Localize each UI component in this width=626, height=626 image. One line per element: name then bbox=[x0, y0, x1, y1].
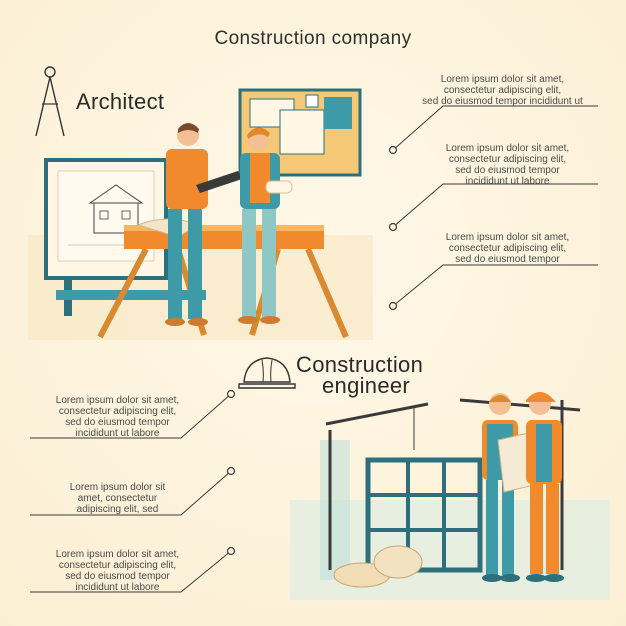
text-line: consectetur adipiscing elit, bbox=[58, 560, 177, 571]
page-title: Construction company bbox=[214, 28, 412, 49]
text-line: sed do eiusmod tempor bbox=[65, 417, 170, 428]
text-line: Lorem ipsum dolor sit amet, bbox=[55, 395, 180, 406]
text-line: consectetur adipiscing elit, bbox=[448, 243, 567, 254]
engineer-text-3: Lorem ipsum dolor sit amet, consectetur … bbox=[30, 549, 205, 593]
text-line: adipiscing elit, sed bbox=[76, 504, 159, 515]
engineer-text-1: Lorem ipsum dolor sit amet, consectetur … bbox=[30, 395, 205, 439]
text-line: sed do eiusmod tempor bbox=[455, 165, 560, 176]
text-line: sed do eiusmod tempor bbox=[65, 571, 170, 582]
architect-text-2: Lorem ipsum dolor sit amet, consectetur … bbox=[420, 143, 595, 187]
text-line: sed do eiusmod tempor incididunt ut bbox=[422, 96, 583, 107]
text-line: sed do eiusmod tempor bbox=[455, 254, 560, 265]
engineer-illustration bbox=[290, 392, 610, 600]
connector-dot bbox=[226, 466, 236, 476]
connector-dot bbox=[388, 145, 398, 155]
text-line: amet, consectetur bbox=[77, 493, 158, 504]
connector-dot bbox=[388, 301, 398, 311]
text-line: Lorem ipsum dolor sit amet, bbox=[440, 74, 565, 85]
text-line: Lorem ipsum dolor sit amet, bbox=[55, 549, 180, 560]
hard-hat-icon bbox=[238, 357, 296, 389]
text-line: Lorem ipsum dolor sit amet, bbox=[445, 143, 570, 154]
text-line: Lorem ipsum dolor sit amet, bbox=[445, 232, 570, 243]
connector-dot bbox=[388, 222, 398, 232]
text-line: consectetur adipiscing elit, bbox=[443, 85, 562, 96]
engineer-heading-line1: Construction bbox=[296, 352, 424, 377]
architect-heading: Architect bbox=[76, 89, 165, 114]
connector-dot bbox=[226, 546, 236, 556]
text-line: incididunt ut labore bbox=[75, 582, 160, 593]
compass-icon bbox=[35, 66, 65, 137]
text-line: consectetur adipiscing elit, bbox=[448, 154, 567, 165]
text-line: Lorem ipsum dolor sit bbox=[69, 482, 166, 493]
text-line: incididunt ut labore bbox=[465, 176, 550, 187]
text-line: incididunt ut labore bbox=[75, 428, 160, 439]
text-line: consectetur adipiscing elit, bbox=[58, 406, 177, 417]
architect-text-3: Lorem ipsum dolor sit amet, consectetur … bbox=[420, 232, 595, 265]
engineer-text-2: Lorem ipsum dolor sit amet, consectetur … bbox=[30, 482, 205, 515]
architect-text-1: Lorem ipsum dolor sit amet, consectetur … bbox=[395, 74, 610, 107]
connector-dot bbox=[226, 389, 236, 399]
engineer-heading-line2: engineer bbox=[322, 373, 411, 398]
architect-illustration bbox=[28, 88, 373, 340]
